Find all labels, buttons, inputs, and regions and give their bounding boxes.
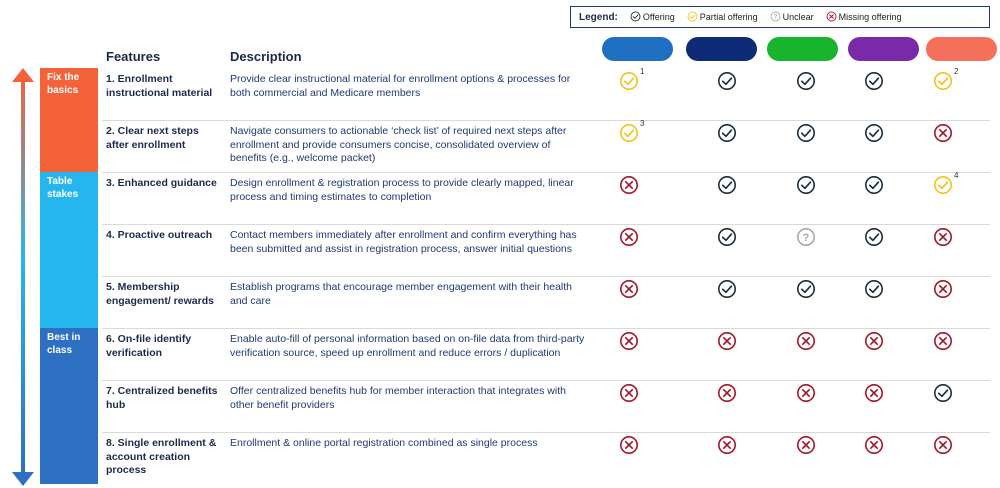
check-circle-icon [864, 123, 884, 143]
row-divider [102, 432, 990, 433]
x-circle-icon [619, 435, 639, 455]
x-circle-icon [933, 227, 953, 247]
unclear-icon: ? [770, 11, 783, 24]
feature-name: 5. Membership engagement/ rewards [106, 281, 214, 307]
x-circle-icon [933, 123, 953, 143]
check-circle-icon [717, 123, 737, 143]
legend-offering: Offering [630, 11, 675, 24]
x-circle-icon [796, 435, 816, 455]
row-divider [102, 276, 990, 277]
feature-name: 7. Centralized benefits hub [106, 385, 218, 411]
feature-name: 8. Single enrollment & account creation … [106, 437, 217, 476]
x-circle-icon [619, 175, 639, 195]
provider-pill-1 [602, 37, 673, 61]
check-circle-icon [796, 175, 816, 195]
footnote-marker: 3 [640, 119, 645, 128]
check-circle-icon [864, 279, 884, 299]
x-circle-icon [796, 331, 816, 351]
row-divider [102, 380, 990, 381]
x-circle-icon [619, 279, 639, 299]
check-circle-icon [796, 71, 816, 91]
feature-name: 2. Clear next steps after enrollment [106, 125, 199, 151]
row-divider [102, 172, 990, 173]
svg-text:?: ? [803, 232, 810, 244]
x-circle-icon [933, 331, 953, 351]
feature-name: 4. Proactive outreach [106, 229, 213, 241]
x-circle-icon [619, 331, 639, 351]
legend-partial: Partial offering [687, 11, 758, 24]
x-circle-icon [717, 435, 737, 455]
x-circle-icon [717, 331, 737, 351]
x-circle-icon [717, 383, 737, 403]
row-divider [102, 120, 990, 121]
check-circle-icon [864, 71, 884, 91]
check-circle-icon [864, 175, 884, 195]
legend: Legend: Offering Partial offering ? Uncle… [570, 6, 990, 28]
check-circle-icon [796, 279, 816, 299]
partial-check-circle-icon: 4 [933, 171, 958, 195]
x-circle-icon [933, 435, 953, 455]
x-circle-icon [933, 279, 953, 299]
feature-description: Navigate consumers to actionable ‘check … [230, 125, 567, 164]
check-circle-icon [864, 227, 884, 247]
row-divider [102, 328, 990, 329]
feature-description: Contact members immediately after enroll… [230, 229, 577, 255]
provider-pill-4 [848, 37, 919, 61]
x-circle-icon [796, 383, 816, 403]
check-circle-icon [717, 227, 737, 247]
x-circle-icon [864, 331, 884, 351]
footnote-marker: 1 [640, 67, 645, 76]
provider-pill-3 [767, 37, 838, 61]
x-circle-icon [864, 383, 884, 403]
question-circle-icon: ? [796, 227, 816, 247]
legend-title: Legend: [579, 11, 618, 23]
feature-description: Design enrollment & registration process… [230, 177, 574, 203]
priority-double-arrow-icon [12, 68, 34, 486]
band-fix-the-basics: Fix the basics [40, 68, 98, 172]
provider-pill-2 [686, 37, 757, 61]
provider-pill-5 [926, 37, 997, 61]
partial-offering-icon [687, 11, 700, 24]
check-circle-icon [717, 279, 737, 299]
check-circle-icon [933, 383, 953, 403]
partial-check-circle-icon: 2 [933, 67, 958, 91]
legend-missing: Missing offering [826, 11, 902, 24]
footnote-marker: 2 [954, 67, 959, 76]
row-divider [102, 224, 990, 225]
description-header: Description [230, 49, 302, 64]
feature-name: 3. Enhanced guidance [106, 177, 217, 189]
feature-description: Establish programs that encourage member… [230, 281, 573, 307]
band-table-stakes: Table stakes [40, 172, 98, 328]
feature-description: Offer centralized benefits hub for membe… [230, 385, 566, 411]
feature-name: 6. On-file identify verification [106, 333, 192, 359]
check-circle-icon [717, 175, 737, 195]
feature-description: Enrollment & online portal registration … [230, 437, 538, 449]
band-best-in-class: Best in class [40, 328, 98, 484]
offering-icon [630, 11, 643, 24]
partial-check-circle-icon: 3 [619, 119, 644, 143]
check-circle-icon [717, 71, 737, 91]
missing-offering-icon [826, 11, 839, 24]
feature-description: Enable auto-fill of personal information… [230, 333, 585, 359]
x-circle-icon [619, 383, 639, 403]
partial-check-circle-icon: 1 [619, 67, 644, 91]
footnote-marker: 4 [954, 171, 959, 180]
check-circle-icon [796, 123, 816, 143]
x-circle-icon [864, 435, 884, 455]
x-circle-icon [619, 227, 639, 247]
feature-name: 1. Enrollment instructional material [106, 73, 213, 99]
svg-text:?: ? [773, 14, 777, 20]
features-header: Features [106, 49, 161, 64]
legend-unclear: ? Unclear [770, 11, 814, 24]
feature-description: Provide clear instructional material for… [230, 73, 571, 99]
